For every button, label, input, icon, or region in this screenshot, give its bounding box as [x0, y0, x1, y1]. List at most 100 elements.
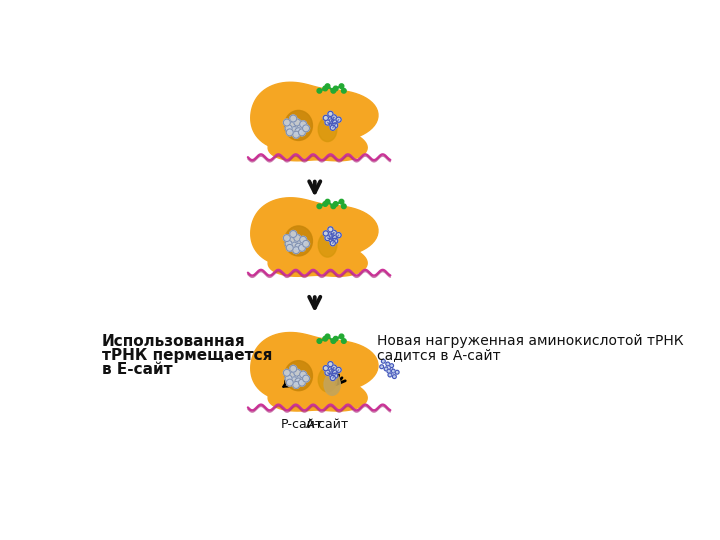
Circle shape: [336, 233, 341, 238]
Circle shape: [294, 234, 301, 241]
Circle shape: [285, 240, 292, 247]
Circle shape: [341, 204, 346, 208]
Circle shape: [333, 201, 338, 206]
Circle shape: [339, 199, 344, 204]
Circle shape: [299, 379, 305, 386]
Circle shape: [295, 128, 302, 134]
Circle shape: [300, 237, 307, 243]
Circle shape: [388, 373, 392, 377]
Circle shape: [287, 379, 293, 386]
Circle shape: [331, 204, 336, 208]
Circle shape: [300, 121, 307, 128]
Polygon shape: [268, 120, 367, 161]
Circle shape: [295, 243, 302, 250]
Circle shape: [327, 117, 332, 122]
Circle shape: [285, 125, 292, 132]
Circle shape: [333, 123, 338, 128]
Text: Новая нагруженная аминокислотой тРНК: Новая нагруженная аминокислотой тРНК: [377, 334, 683, 348]
Circle shape: [294, 369, 301, 376]
Circle shape: [341, 89, 346, 93]
Circle shape: [299, 245, 305, 251]
Circle shape: [297, 125, 304, 132]
Circle shape: [331, 89, 336, 93]
Polygon shape: [251, 333, 378, 401]
Circle shape: [339, 84, 344, 89]
Ellipse shape: [284, 226, 312, 256]
Circle shape: [331, 115, 336, 120]
Circle shape: [386, 362, 390, 366]
Circle shape: [323, 116, 328, 120]
Circle shape: [328, 362, 333, 367]
Circle shape: [323, 336, 328, 341]
Circle shape: [291, 377, 298, 384]
Circle shape: [294, 119, 301, 126]
Polygon shape: [251, 198, 378, 266]
Circle shape: [297, 375, 304, 382]
Circle shape: [329, 237, 334, 242]
Text: садится в А-сайт: садится в А-сайт: [377, 348, 500, 362]
Circle shape: [339, 334, 344, 339]
Ellipse shape: [324, 373, 341, 395]
Text: в Е-сайт: в Е-сайт: [102, 362, 172, 377]
Circle shape: [287, 245, 293, 251]
Circle shape: [292, 381, 300, 388]
Circle shape: [325, 120, 330, 125]
Circle shape: [287, 129, 293, 136]
Text: Р-сайт: Р-сайт: [281, 418, 323, 431]
Circle shape: [302, 375, 310, 382]
Circle shape: [285, 375, 292, 382]
Circle shape: [289, 365, 297, 372]
Circle shape: [291, 242, 298, 249]
Circle shape: [317, 89, 322, 93]
Circle shape: [333, 86, 338, 91]
Circle shape: [284, 369, 290, 376]
Circle shape: [390, 364, 394, 368]
Circle shape: [323, 201, 328, 206]
Circle shape: [289, 115, 297, 122]
Polygon shape: [251, 82, 378, 151]
Ellipse shape: [318, 233, 337, 257]
Circle shape: [288, 122, 295, 129]
Circle shape: [341, 339, 346, 343]
Circle shape: [395, 370, 399, 374]
Circle shape: [289, 231, 297, 238]
Circle shape: [323, 86, 328, 91]
Ellipse shape: [318, 368, 337, 392]
Circle shape: [331, 365, 336, 370]
Circle shape: [328, 111, 333, 117]
Circle shape: [387, 369, 391, 373]
Circle shape: [331, 230, 336, 235]
Circle shape: [333, 238, 338, 244]
Text: тРНК пермещается: тРНК пермещается: [102, 348, 272, 363]
Ellipse shape: [284, 110, 312, 140]
Circle shape: [331, 339, 336, 343]
Circle shape: [384, 367, 388, 371]
Circle shape: [317, 339, 322, 343]
Circle shape: [284, 234, 290, 241]
Circle shape: [330, 125, 336, 130]
Circle shape: [291, 126, 298, 133]
Circle shape: [292, 131, 300, 138]
Circle shape: [328, 227, 333, 232]
Circle shape: [392, 375, 396, 379]
Circle shape: [333, 336, 338, 341]
Circle shape: [288, 238, 295, 245]
Circle shape: [297, 240, 304, 247]
Circle shape: [329, 122, 334, 127]
Ellipse shape: [318, 117, 337, 141]
Circle shape: [333, 120, 338, 125]
Circle shape: [295, 378, 302, 385]
Circle shape: [327, 233, 332, 238]
Text: Использованная: Использованная: [102, 334, 246, 349]
Ellipse shape: [284, 361, 312, 391]
Circle shape: [288, 372, 295, 379]
Circle shape: [284, 119, 290, 126]
Circle shape: [330, 241, 336, 246]
Circle shape: [325, 235, 330, 241]
Circle shape: [336, 367, 341, 373]
Polygon shape: [268, 370, 367, 411]
Circle shape: [302, 240, 310, 247]
Circle shape: [329, 372, 334, 377]
Circle shape: [330, 375, 336, 381]
Circle shape: [292, 247, 300, 254]
